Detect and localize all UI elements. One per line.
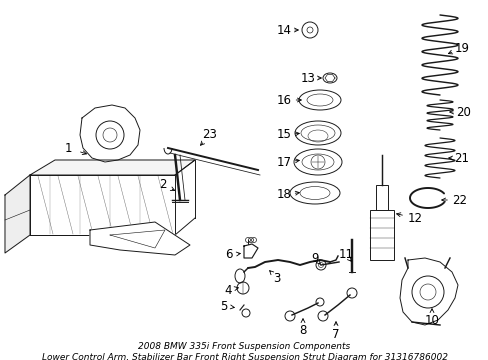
Text: 23: 23	[202, 129, 217, 141]
Text: 1: 1	[64, 141, 72, 154]
Bar	[375, 185, 387, 210]
Text: 21: 21	[453, 152, 468, 165]
Polygon shape	[30, 175, 175, 235]
Text: 15: 15	[276, 129, 291, 141]
Text: 11: 11	[338, 248, 353, 261]
Text: 13: 13	[300, 72, 315, 85]
Polygon shape	[5, 175, 30, 253]
Polygon shape	[80, 105, 140, 162]
Text: 7: 7	[331, 328, 339, 342]
Text: 2008 BMW 335i Front Suspension Components
Lower Control Arm, Stabilizer Bar Fron: 2008 BMW 335i Front Suspension Component…	[41, 342, 447, 360]
Text: 22: 22	[451, 194, 467, 207]
Text: 18: 18	[276, 189, 291, 202]
Text: 5: 5	[220, 300, 227, 312]
Polygon shape	[399, 258, 457, 325]
Text: 4: 4	[224, 284, 231, 297]
Text: 14: 14	[276, 23, 291, 36]
Text: 9: 9	[311, 252, 318, 265]
Text: 6: 6	[225, 248, 232, 261]
Text: 3: 3	[273, 271, 280, 284]
Bar	[369, 210, 393, 260]
Text: 17: 17	[276, 156, 291, 168]
Polygon shape	[90, 222, 190, 255]
Text: 10: 10	[424, 314, 439, 327]
Text: 20: 20	[456, 105, 470, 118]
Text: 19: 19	[453, 41, 468, 54]
Text: 12: 12	[407, 211, 422, 225]
Polygon shape	[30, 160, 195, 175]
Text: 2: 2	[159, 179, 166, 192]
Text: 8: 8	[299, 324, 306, 337]
Text: 16: 16	[276, 94, 291, 107]
